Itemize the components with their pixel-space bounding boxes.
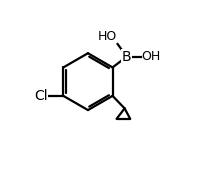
- Text: HO: HO: [97, 30, 117, 43]
- Text: B: B: [122, 50, 132, 64]
- Text: OH: OH: [141, 50, 160, 63]
- Text: Cl: Cl: [34, 89, 47, 103]
